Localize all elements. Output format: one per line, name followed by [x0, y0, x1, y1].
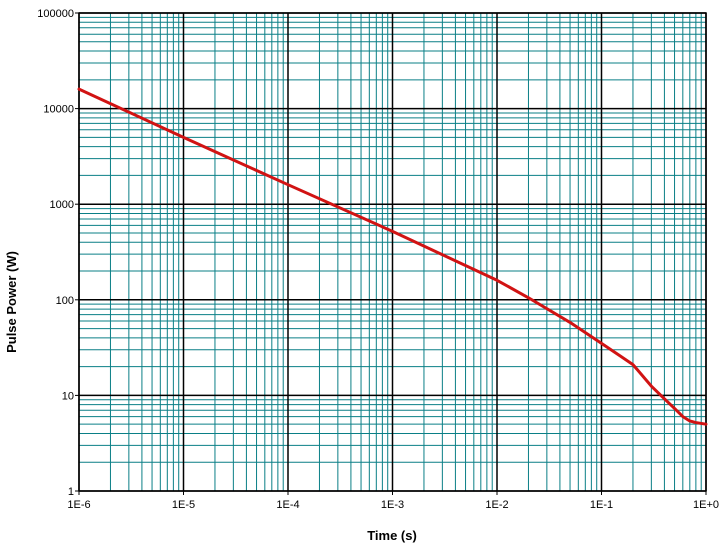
x-tick-label: 1E-2 [485, 499, 508, 511]
y-tick-label: 1 [68, 486, 74, 498]
x-tick-label: 1E-1 [590, 499, 613, 511]
x-tick-label: 1E-6 [67, 499, 90, 511]
x-tick-label: 1E-4 [276, 499, 299, 511]
y-tick-label: 10000 [43, 104, 74, 116]
y-tick-label: 100000 [37, 8, 74, 20]
y-axis-title: Pulse Power (W) [4, 251, 19, 353]
y-tick-label: 1000 [50, 199, 74, 211]
x-tick-label: 1E+0 [693, 499, 719, 511]
x-tick-label: 1E-3 [381, 499, 404, 511]
x-tick-label: 1E-5 [172, 499, 195, 511]
y-tick-label: 10 [62, 390, 74, 402]
x-axis-title: Time (s) [367, 528, 417, 543]
y-tick-label: 100 [56, 295, 74, 307]
